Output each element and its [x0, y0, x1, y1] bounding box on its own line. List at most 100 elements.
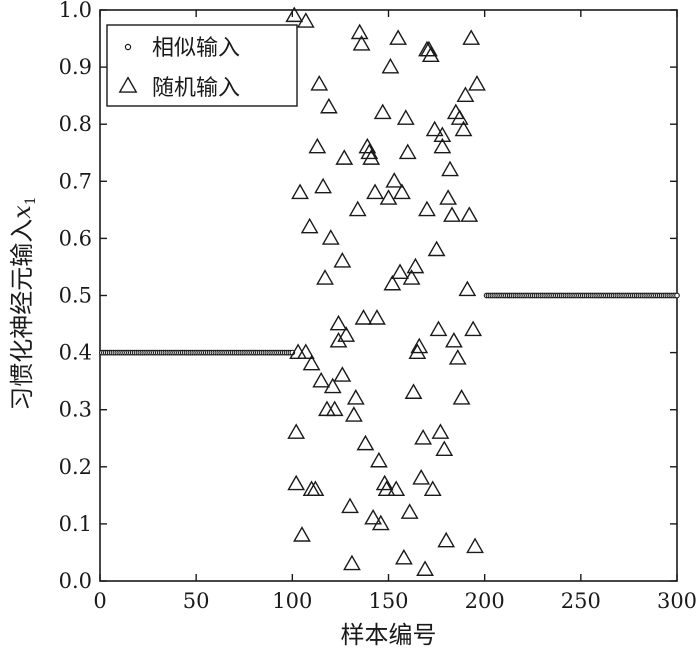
random-input-point [466, 537, 484, 554]
random-input-point [387, 480, 406, 497]
random-input-point [371, 514, 390, 531]
random-input-point [346, 389, 365, 405]
similar-input-point [674, 292, 680, 299]
random-input-point [421, 46, 440, 63]
y-tick-label: 0.0 [59, 569, 92, 593]
y-axis-label-text: 习惯化神经元输入 [8, 219, 36, 411]
random-input-point [287, 423, 306, 439]
random-input-point [350, 23, 369, 40]
random-input-point [452, 389, 471, 405]
random-input-point [358, 137, 377, 154]
random-input-point [412, 468, 431, 485]
legend-label-random: 随机输入 [152, 76, 240, 101]
random-input-point [348, 200, 367, 217]
random-input-point [352, 35, 371, 51]
random-input-point [393, 183, 411, 200]
random-input-point [389, 29, 408, 45]
random-input-point [325, 400, 344, 417]
random-input-point [391, 263, 409, 280]
random-input-point [383, 274, 402, 291]
random-input-point [373, 103, 392, 120]
axis-labels: 样本编号 习惯化神经元输入x1 [8, 196, 437, 649]
random-input-point [333, 252, 352, 268]
random-input-point [344, 406, 363, 422]
y-tick-label: 1.0 [59, 0, 92, 22]
random-input-point [454, 120, 473, 137]
random-input-point [329, 314, 348, 331]
random-input-point [319, 97, 338, 114]
random-input-point [443, 206, 461, 222]
random-input-point [433, 137, 452, 154]
random-input-point [408, 343, 427, 359]
random-input-point [302, 354, 321, 371]
legend-marker-triangle [118, 76, 138, 93]
x-axis-label: 样本编号 [341, 621, 437, 649]
random-input-point [368, 309, 386, 325]
random-input-point [423, 480, 442, 497]
random-input-point [427, 240, 446, 257]
x-tick-label: 150 [368, 589, 408, 613]
x-tick-label: 200 [465, 589, 505, 613]
random-input-point [379, 189, 398, 205]
legend-label-similar: 相似输入 [152, 36, 240, 61]
y-tick-label: 0.6 [59, 226, 92, 250]
y-tick-label: 0.5 [59, 284, 92, 308]
random-input-point [439, 189, 458, 205]
random-input-point [398, 143, 417, 160]
legend-box [106, 24, 298, 107]
random-input-point [300, 217, 319, 234]
marks [99, 6, 680, 576]
random-input-point [366, 183, 384, 200]
random-input-point [335, 149, 354, 165]
random-input-point [429, 320, 448, 337]
random-input-point [308, 137, 327, 154]
y-tick-label: 0.1 [59, 512, 92, 536]
y-tick-label: 0.2 [59, 455, 92, 479]
y-tick-label: 0.4 [59, 341, 92, 365]
random-input-point [450, 109, 469, 125]
x-tick-label: 300 [657, 589, 697, 613]
x-tick-label: 50 [183, 589, 210, 613]
random-input-point [337, 326, 356, 342]
random-input-point [362, 149, 381, 165]
x-tick-label: 250 [561, 589, 601, 613]
y-axis-label: 习惯化神经元输入x1 [8, 196, 39, 410]
random-input-point [296, 343, 315, 359]
random-input-point [458, 280, 477, 297]
random-input-point [343, 554, 361, 571]
random-input-point [435, 440, 454, 457]
random-input-point [356, 434, 375, 451]
random-input-point [341, 497, 359, 514]
random-input-point [462, 29, 481, 45]
random-input-point [402, 269, 421, 285]
random-input-point [444, 331, 463, 348]
random-input-point [369, 451, 388, 468]
y-tick-label: 0.8 [59, 112, 92, 136]
random-input-point [456, 86, 475, 103]
y-tick-label: 0.7 [59, 169, 92, 193]
x-tick-label: 100 [272, 589, 312, 613]
y-axis-label-symbol: x [8, 205, 36, 219]
random-input-point [400, 503, 419, 519]
random-input-point [318, 400, 336, 417]
random-input-point [360, 143, 379, 160]
random-input-point [460, 206, 479, 222]
random-input-point [416, 560, 434, 576]
random-input-point [431, 423, 450, 439]
random-input-point [285, 6, 304, 23]
random-input-point [418, 200, 436, 217]
random-input-point [385, 172, 404, 188]
random-input-point [419, 40, 438, 57]
random-input-point [310, 75, 329, 91]
y-axis-label-subscript: 1 [23, 196, 39, 205]
random-input-point [296, 12, 315, 28]
random-input-point [406, 257, 425, 274]
random-input-point [316, 269, 334, 285]
random-input-point [329, 331, 348, 348]
random-input-point [321, 229, 340, 245]
random-input-point [448, 349, 467, 365]
random-input-point [468, 75, 486, 91]
random-input-point [333, 366, 352, 382]
